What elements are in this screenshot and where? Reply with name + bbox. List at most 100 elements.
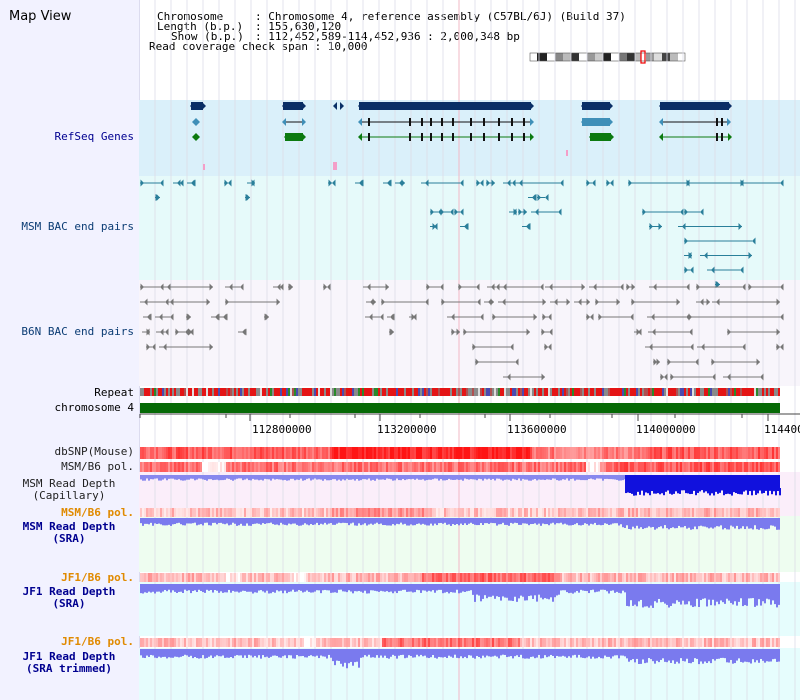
heatmap-cell	[326, 447, 328, 459]
heatmap-cell	[608, 462, 610, 472]
heatmap-cell	[354, 508, 356, 517]
depth-bar	[334, 584, 336, 593]
heatmap-cell	[720, 573, 722, 582]
heatmap-cell	[272, 447, 274, 459]
depth-bar	[718, 518, 720, 527]
heatmap-cell	[758, 508, 760, 517]
bac-end-marker	[401, 179, 405, 187]
bac-end-marker	[760, 373, 764, 381]
repeat-element	[268, 388, 270, 396]
bac-end-marker	[160, 283, 164, 291]
heatmap-cell	[428, 462, 430, 472]
bac-end-marker	[367, 283, 371, 291]
depth-bar	[768, 649, 770, 662]
bac-end-marker	[460, 208, 464, 216]
depth-bar	[140, 475, 142, 480]
b6n-bac-label[interactable]: B6N BAC end pairs	[21, 325, 134, 338]
repeat-element	[140, 388, 142, 396]
refseq-genes-label[interactable]: RefSeq Genes	[54, 130, 134, 143]
heatmap-cell	[202, 573, 204, 582]
bac-end-marker	[593, 283, 597, 291]
depth-bar	[725, 488, 727, 495]
depth-bar	[708, 649, 710, 662]
heatmap-cell	[704, 447, 706, 459]
heatmap-cell	[586, 447, 588, 459]
depth-bar	[669, 488, 671, 494]
depth-bar	[414, 518, 416, 526]
heatmap-cell	[328, 573, 330, 582]
heatmap-cell	[526, 508, 528, 517]
depth-bar	[386, 518, 388, 526]
heatmap-cell	[322, 508, 324, 517]
bac-end-marker	[680, 208, 684, 216]
heatmap-cell	[778, 447, 780, 459]
depth-bar	[364, 518, 366, 524]
heatmap-cell	[402, 573, 404, 582]
heatmap-cell	[776, 573, 778, 582]
heatmap-cell	[230, 573, 232, 582]
heatmap-cell	[270, 573, 272, 582]
heatmap-cell	[546, 447, 548, 459]
depth-bar	[598, 584, 600, 592]
repeat-element	[474, 388, 476, 396]
heatmap-cell	[524, 638, 526, 647]
msm-bac-label[interactable]: MSM BAC end pairs	[21, 220, 134, 233]
heatmap-cell	[188, 638, 190, 647]
repeat-element	[564, 388, 566, 396]
repeat-element	[220, 388, 222, 396]
depth-bar	[162, 518, 164, 526]
depth-bar	[224, 649, 226, 658]
heatmap-cell	[440, 447, 442, 459]
heatmap-cell	[426, 638, 428, 647]
heatmap-cell	[364, 508, 366, 517]
depth-bar	[236, 584, 238, 592]
depth-bar	[326, 475, 328, 481]
depth-bar	[524, 475, 526, 480]
heatmap-cell	[216, 508, 218, 517]
heatmap-cell	[620, 573, 622, 582]
repeat-element	[744, 388, 746, 396]
heatmap-cell	[534, 462, 536, 472]
depth-bar	[761, 488, 763, 494]
bac-end-marker	[425, 298, 429, 306]
depth-bar	[298, 475, 300, 480]
bac-end-marker	[450, 208, 454, 216]
depth-bar	[552, 649, 554, 656]
depth-bar	[246, 584, 248, 592]
gene-strand-arrow	[282, 118, 286, 126]
b6n-bac-end-pairs[interactable]	[140, 283, 784, 396]
heatmap-cell	[726, 447, 728, 459]
depth-bar	[346, 475, 348, 479]
heatmap-cell	[426, 573, 428, 582]
depth-bar	[200, 649, 202, 659]
depth-bar	[192, 475, 194, 479]
depth-bar	[220, 475, 222, 481]
bac-end-marker	[653, 283, 657, 291]
depth-bar	[464, 649, 466, 657]
heatmap-cell	[184, 573, 186, 582]
heatmap-cell	[304, 462, 306, 472]
bac-end-marker	[533, 194, 537, 201]
bac-end-marker	[209, 343, 213, 351]
depth-bar	[424, 649, 426, 656]
heatmap-cell	[474, 638, 476, 647]
depth-bar	[750, 518, 752, 529]
heatmap-cell	[478, 447, 480, 459]
depth-bar	[664, 518, 666, 526]
depth-bar	[778, 584, 780, 605]
heatmap-cell	[242, 508, 244, 517]
repeat-element	[686, 388, 688, 396]
heatmap-cell	[422, 573, 424, 582]
depth-bar	[356, 475, 358, 480]
msm-bac-end-pairs[interactable]	[140, 179, 784, 289]
depth-bar	[260, 649, 262, 659]
heatmap-cell	[310, 508, 312, 517]
heatmap-cell	[730, 573, 732, 582]
bac-end-marker	[631, 283, 635, 291]
refseq-genes[interactable]	[190, 102, 732, 170]
depth-bar	[274, 584, 276, 593]
heatmap-cell	[758, 573, 760, 582]
depth-bar	[582, 475, 584, 481]
bac-end-marker	[148, 313, 152, 321]
